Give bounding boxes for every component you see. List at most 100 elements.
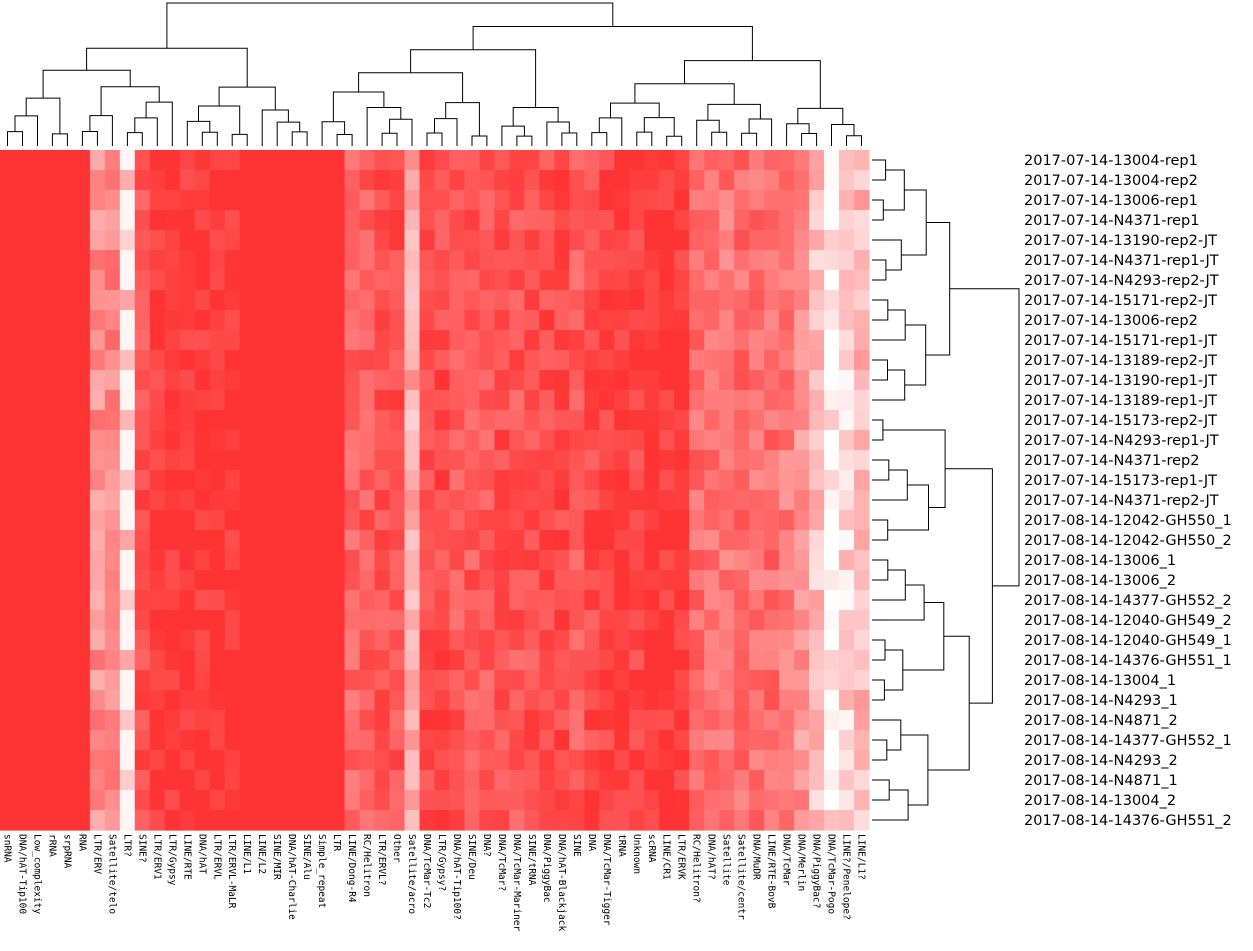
heatmap-cell <box>194 630 211 651</box>
heatmap-cell <box>704 430 720 451</box>
column-labels: snRNA DNA/hAT-Tip100 Low_complexity rRNA srp… <box>2 834 867 932</box>
column-dendrogram-branch <box>546 121 570 146</box>
heatmap-cell <box>209 650 226 671</box>
column-dendrogram-branch <box>336 134 353 146</box>
heatmap-cell <box>299 570 316 591</box>
heatmap-cell <box>539 630 555 651</box>
heatmap-cell <box>14 550 31 571</box>
heatmap-cell <box>479 790 496 811</box>
heatmap-cell <box>224 310 241 331</box>
heatmap-cell <box>494 330 511 351</box>
heatmap-cell <box>749 710 765 731</box>
heatmap-cell <box>254 590 271 611</box>
heatmap-cell <box>824 190 840 211</box>
heatmap-cell <box>734 510 750 531</box>
heatmap-cell <box>479 650 496 671</box>
heatmap-cell <box>134 250 151 271</box>
heatmap-cell <box>614 490 630 511</box>
heatmap-cell <box>524 650 540 671</box>
heatmap-cell <box>359 430 376 451</box>
heatmap-cell <box>179 210 196 231</box>
heatmap-cell <box>269 650 286 671</box>
heatmap-cell <box>659 230 675 251</box>
heatmap-cell <box>509 170 525 191</box>
heatmap-cell <box>359 770 376 791</box>
heatmap-cell <box>59 230 76 251</box>
heatmap-cell <box>839 150 855 171</box>
heatmap-cell <box>224 370 241 391</box>
heatmap-cell <box>389 170 406 191</box>
heatmap-cell <box>389 390 406 411</box>
row-label: 2017-07-14-13006-rep2 <box>1024 313 1198 329</box>
heatmap-cell <box>659 470 675 491</box>
heatmap-cell <box>284 690 301 711</box>
heatmap-cell <box>179 310 196 331</box>
heatmap-cell <box>734 430 750 451</box>
heatmap-cell <box>674 290 690 311</box>
heatmap-cell <box>524 810 540 831</box>
heatmap-cell <box>629 550 645 571</box>
heatmap-cell <box>539 610 555 631</box>
heatmap-cell <box>689 730 705 751</box>
heatmap-cell <box>149 550 166 571</box>
heatmap-cell <box>809 770 825 791</box>
row-label: 2017-08-14-N4871_2 <box>1024 713 1178 729</box>
heatmap-cell <box>539 750 555 771</box>
heatmap-cell <box>704 730 720 751</box>
heatmap-cell <box>554 270 570 291</box>
heatmap-cell <box>809 650 825 671</box>
heatmap-cell <box>569 150 585 171</box>
heatmap-cell <box>659 190 675 211</box>
heatmap-cell <box>554 710 570 731</box>
heatmap-cell <box>509 150 525 171</box>
heatmap-cell <box>374 190 391 211</box>
heatmap-cell <box>74 510 91 531</box>
heatmap-cell <box>44 570 61 591</box>
heatmap-cell <box>749 750 765 771</box>
heatmap-cell <box>164 390 181 411</box>
column-dendrogram-branch <box>366 107 402 146</box>
heatmap-cell <box>509 210 525 231</box>
heatmap-cell <box>509 490 525 511</box>
heatmap-cell <box>329 510 346 531</box>
heatmap-cell <box>659 770 675 791</box>
heatmap-cell <box>74 330 91 351</box>
heatmap-cell <box>854 170 870 191</box>
heatmap-cell <box>854 230 870 251</box>
heatmap-cell <box>554 250 570 271</box>
heatmap-cell <box>704 170 720 191</box>
heatmap-cell <box>59 170 76 191</box>
heatmap-cell <box>74 690 91 711</box>
heatmap-cell <box>59 210 76 231</box>
heatmap-cell <box>209 570 226 591</box>
heatmap-cell <box>389 570 406 591</box>
heatmap-cell <box>404 810 421 831</box>
heatmap-cell <box>494 410 511 431</box>
heatmap-cell <box>494 490 511 511</box>
heatmap-cell <box>779 510 795 531</box>
heatmap-cell <box>644 650 660 671</box>
column-label: Satellite <box>721 834 732 886</box>
heatmap-cell <box>59 610 76 631</box>
heatmap-cell <box>104 630 121 651</box>
heatmap-cell <box>299 270 316 291</box>
heatmap-cell <box>59 430 76 451</box>
heatmap-cell <box>194 250 211 271</box>
heatmap-cell <box>44 410 61 431</box>
heatmap-cell <box>434 550 451 571</box>
heatmap-cell <box>719 690 735 711</box>
heatmap-cell <box>269 350 286 371</box>
heatmap-cell <box>119 650 136 671</box>
heatmap-cell <box>134 350 151 371</box>
heatmap-cell <box>299 810 316 831</box>
heatmap-cell <box>329 770 346 791</box>
heatmap-cell <box>644 290 660 311</box>
heatmap-cell <box>59 370 76 391</box>
heatmap-cell <box>89 210 106 231</box>
heatmap-cell <box>344 690 361 711</box>
heatmap-cell <box>854 310 870 331</box>
heatmap-cell <box>119 770 136 791</box>
heatmap-cell <box>794 730 810 751</box>
heatmap-cell <box>614 190 630 211</box>
